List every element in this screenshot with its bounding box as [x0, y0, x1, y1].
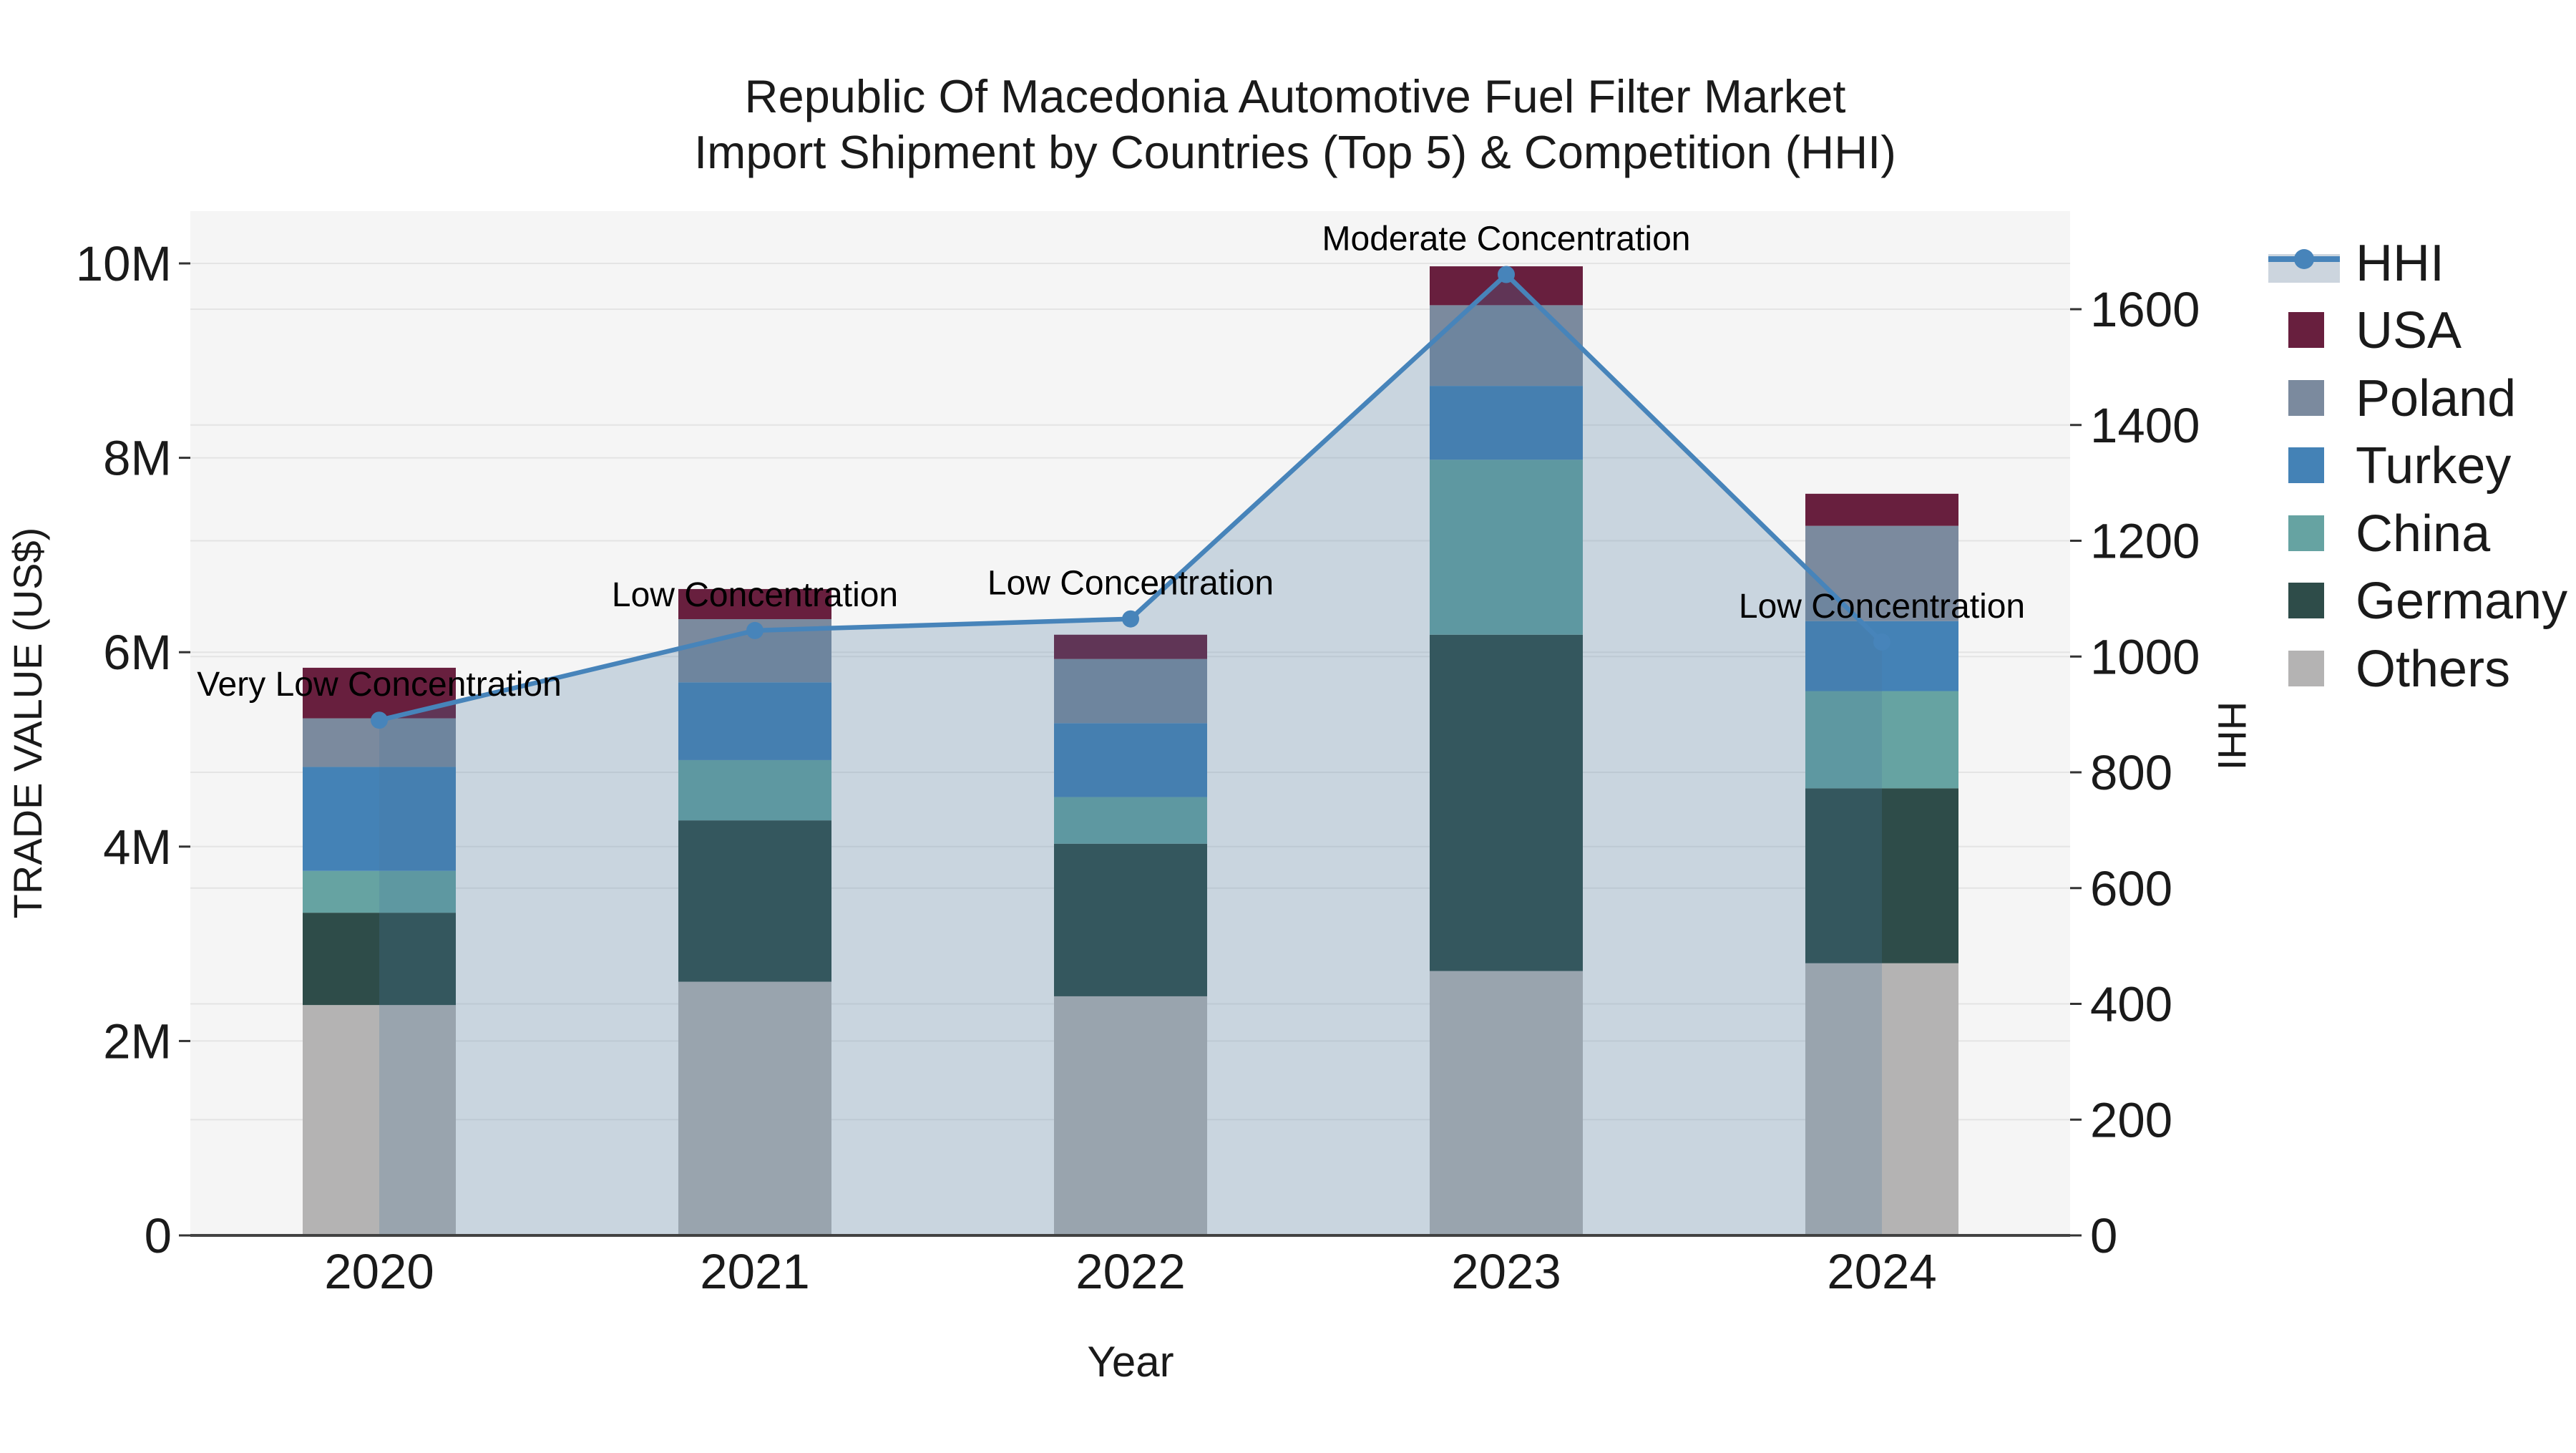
legend-label-china: China — [2356, 505, 2491, 563]
legend-swatch-germany — [2288, 583, 2324, 618]
annotation-2024: Low Concentration — [1739, 588, 2025, 626]
plot-layer: 0 2M 4M 6M 8M 10M 0 200 400 600 800 1000 1200 1400 160… — [76, 211, 2200, 1299]
bar-segment-usa-2022 — [1054, 634, 1207, 659]
legend-item-usa[interactable]: USA — [2288, 302, 2462, 359]
legend-item-germany[interactable]: Germany — [2288, 573, 2567, 630]
bar-segment-poland-2022 — [1054, 659, 1207, 724]
hhi-marker-2024 — [1873, 633, 1890, 651]
bar-segment-germany-2021 — [678, 820, 831, 982]
y-left-tick-label: 8M — [103, 431, 172, 486]
x-tick-label-2022: 2022 — [1075, 1244, 1186, 1299]
annotation-2022: Low Concentration — [987, 565, 1274, 603]
bar-segment-others-2021 — [678, 981, 831, 1235]
legend-swatch-turkey — [2288, 447, 2324, 483]
legend: HHI USA Poland Turkey China Germany Others — [2268, 235, 2567, 698]
x-tick-label-2020: 2020 — [324, 1244, 434, 1299]
legend-item-poland[interactable]: Poland — [2288, 370, 2516, 427]
y-axis-title-left: TRADE VALUE (US$) — [5, 528, 50, 919]
bar-segment-china-2022 — [1054, 797, 1207, 844]
hhi-area-fill — [379, 274, 1882, 1235]
x-tick-label-2023: 2023 — [1451, 1244, 1561, 1299]
legend-swatch-china — [2288, 515, 2324, 551]
y-right-tick-label: 1400 — [2090, 398, 2200, 453]
y-left-tick-label: 10M — [76, 236, 172, 291]
bar-segment-usa-2021 — [678, 588, 831, 620]
annotation-2020: Very Low Concentration — [197, 666, 562, 704]
y-axis-title-right: HHI — [2210, 701, 2255, 770]
legend-item-china[interactable]: China — [2288, 505, 2491, 563]
legend-label-germany: Germany — [2356, 573, 2567, 630]
bar-segment-others-2023 — [1430, 971, 1583, 1235]
y-right-tick-label: 600 — [2090, 861, 2172, 916]
y-right-tick-label: 1000 — [2090, 629, 2200, 684]
legend-item-others[interactable]: Others — [2288, 641, 2510, 698]
bar-segment-china-2024 — [1805, 691, 1958, 789]
bar-segment-turkey-2024 — [1805, 621, 1958, 691]
hhi-marker-2020 — [371, 711, 388, 729]
bar-segment-others-2020 — [303, 1005, 456, 1235]
bar-segment-germany-2024 — [1805, 788, 1958, 963]
hhi-marker-2023 — [1498, 266, 1515, 283]
y-right-tick-label: 1200 — [2090, 514, 2200, 569]
y-right-tick-label: 200 — [2090, 1092, 2172, 1147]
hhi-marker-2021 — [746, 621, 763, 639]
bar-segment-germany-2023 — [1430, 634, 1583, 971]
y-right-tick-label: 400 — [2090, 977, 2172, 1032]
annotation-2021: Low Concentration — [612, 576, 898, 614]
bar-segment-poland-2024 — [1805, 525, 1958, 621]
legend-swatch-usa — [2288, 312, 2324, 348]
y-right-tick-label: 1600 — [2090, 282, 2200, 337]
hhi-marker-2022 — [1122, 610, 1139, 628]
legend-label-usa: USA — [2356, 302, 2462, 359]
y-right-tick-label: 0 — [2090, 1208, 2117, 1263]
legend-label-turkey: Turkey — [2356, 437, 2511, 495]
y-left-tick-label: 6M — [103, 625, 172, 680]
legend-swatch-others — [2288, 651, 2324, 686]
bar-segment-turkey-2023 — [1430, 386, 1583, 460]
y-left-tick-label: 2M — [103, 1014, 172, 1069]
bar-segment-china-2021 — [678, 759, 831, 821]
bar-segment-turkey-2020 — [303, 767, 456, 871]
legend-label-hhi: HHI — [2356, 235, 2444, 292]
x-tick-label-2021: 2021 — [700, 1244, 810, 1299]
bar-segment-turkey-2021 — [678, 682, 831, 760]
y-left-tick-label: 0 — [145, 1208, 172, 1263]
legend-item-hhi[interactable]: HHI — [2268, 235, 2444, 292]
legend-label-poland: Poland — [2356, 370, 2516, 427]
bar-segment-china-2023 — [1430, 460, 1583, 635]
chart-title-line2: Import Shipment by Countries (Top 5) & C… — [694, 126, 1896, 178]
legend-label-others: Others — [2356, 641, 2510, 698]
bar-segment-turkey-2022 — [1054, 723, 1207, 797]
chart-title-line1: Republic Of Macedonia Automotive Fuel Fi… — [745, 70, 1846, 122]
bar-segment-china-2020 — [303, 870, 456, 913]
y-right-tick-label: 800 — [2090, 745, 2172, 800]
x-tick-label-2024: 2024 — [1827, 1244, 1937, 1299]
bar-segment-germany-2020 — [303, 913, 456, 1006]
legend-swatch-poland — [2288, 380, 2324, 416]
annotation-2023: Moderate Concentration — [1322, 220, 1691, 258]
x-axis-title: Year — [1087, 1338, 1174, 1386]
legend-item-turkey[interactable]: Turkey — [2288, 437, 2511, 495]
legend-hhi-marker-sample — [2294, 249, 2314, 269]
bar-segment-usa-2024 — [1805, 493, 1958, 526]
y-left-tick-label: 4M — [103, 820, 172, 875]
bar-segment-others-2024 — [1805, 963, 1958, 1235]
bar-segment-germany-2022 — [1054, 843, 1207, 996]
bar-segment-others-2022 — [1054, 996, 1207, 1235]
